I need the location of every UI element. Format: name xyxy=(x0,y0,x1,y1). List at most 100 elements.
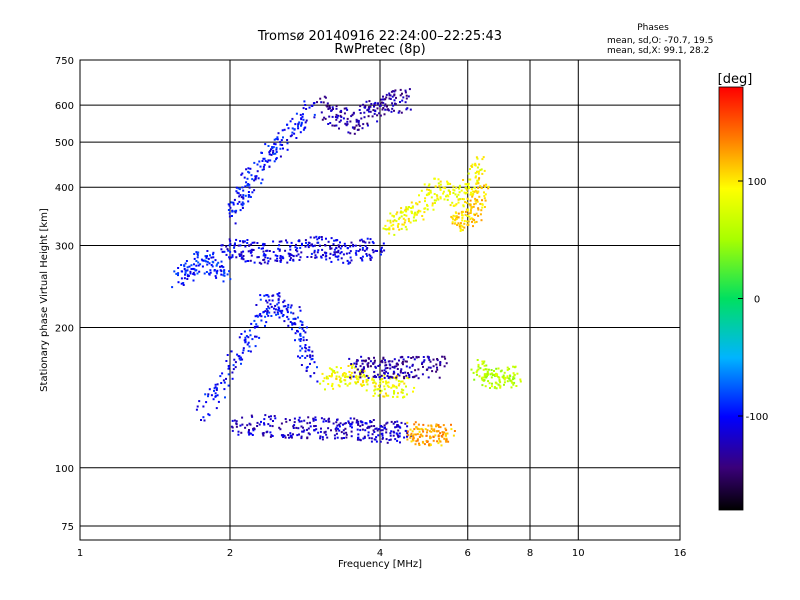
data-point xyxy=(446,183,449,186)
data-point xyxy=(412,435,415,438)
data-point xyxy=(330,109,333,112)
data-point xyxy=(512,378,514,381)
data-point xyxy=(347,365,350,367)
data-point xyxy=(250,414,253,417)
data-point xyxy=(384,98,387,101)
data-point xyxy=(431,202,434,205)
data-point xyxy=(241,256,244,259)
data-point xyxy=(380,360,382,363)
data-point xyxy=(265,321,268,324)
data-point xyxy=(268,151,271,154)
data-point xyxy=(463,191,466,194)
data-point xyxy=(405,228,408,231)
data-point xyxy=(228,257,231,260)
data-point xyxy=(350,423,353,426)
data-point xyxy=(441,355,444,358)
data-point xyxy=(465,188,468,191)
data-point xyxy=(246,177,249,180)
data-point xyxy=(481,172,484,175)
data-point xyxy=(228,244,231,247)
data-point xyxy=(430,427,433,430)
data-point xyxy=(367,425,370,428)
data-point xyxy=(250,254,253,257)
data-point xyxy=(355,421,358,424)
data-point xyxy=(297,240,300,242)
data-point xyxy=(465,187,468,190)
data-point xyxy=(351,421,354,424)
data-point xyxy=(436,366,438,369)
data-point xyxy=(355,124,358,127)
data-point xyxy=(383,369,386,372)
data-point xyxy=(247,167,250,170)
data-point xyxy=(428,183,431,186)
data-point xyxy=(276,255,279,257)
data-point xyxy=(265,299,268,302)
data-point xyxy=(338,375,341,378)
data-point xyxy=(264,310,267,313)
data-point xyxy=(241,186,244,189)
data-point xyxy=(401,380,404,383)
data-point xyxy=(330,237,333,240)
data-point xyxy=(469,210,472,213)
data-point xyxy=(349,423,352,426)
data-point xyxy=(421,435,424,437)
data-point xyxy=(288,436,290,439)
data-point xyxy=(262,165,265,168)
data-point xyxy=(247,191,250,193)
data-point xyxy=(192,267,195,270)
data-point xyxy=(208,414,211,417)
data-point xyxy=(366,383,369,386)
data-point xyxy=(486,370,489,373)
data-point xyxy=(180,282,183,285)
data-point xyxy=(324,244,327,247)
data-point xyxy=(484,374,487,377)
data-point xyxy=(471,220,473,223)
data-point xyxy=(286,123,289,126)
data-point xyxy=(443,437,446,440)
data-point xyxy=(455,203,458,206)
data-point xyxy=(258,261,261,264)
data-point xyxy=(506,366,509,369)
data-point xyxy=(223,388,226,391)
data-point xyxy=(392,372,395,375)
data-point xyxy=(324,117,327,120)
data-point xyxy=(248,422,251,425)
data-point xyxy=(237,187,240,190)
data-point xyxy=(238,188,241,191)
data-point xyxy=(390,224,393,227)
data-point xyxy=(400,211,403,214)
data-point xyxy=(427,184,430,187)
data-point xyxy=(299,309,302,312)
data-point xyxy=(426,440,429,443)
data-point xyxy=(400,215,403,218)
data-point xyxy=(273,142,276,145)
data-point xyxy=(256,242,259,244)
data-point xyxy=(339,241,341,244)
data-point xyxy=(229,239,232,242)
colorbar-tick-label: 0 xyxy=(754,295,760,306)
data-point xyxy=(405,365,408,368)
data-point xyxy=(490,369,493,371)
data-point xyxy=(389,219,392,222)
data-point xyxy=(290,254,293,257)
data-point xyxy=(279,147,282,150)
data-point xyxy=(351,113,354,116)
data-point xyxy=(442,186,445,189)
data-point xyxy=(253,319,256,322)
data-point xyxy=(497,367,500,370)
data-point xyxy=(282,136,284,139)
data-point xyxy=(401,355,403,358)
data-point xyxy=(382,357,385,360)
data-point xyxy=(382,98,384,101)
data-point xyxy=(394,426,397,429)
data-point xyxy=(335,377,338,380)
data-point xyxy=(212,253,214,256)
data-point xyxy=(299,113,302,116)
data-point xyxy=(286,311,289,314)
data-point xyxy=(437,430,440,433)
data-point xyxy=(253,325,256,328)
data-point xyxy=(509,375,512,378)
data-point xyxy=(215,389,218,391)
data-point xyxy=(476,157,479,160)
data-point xyxy=(249,259,252,262)
